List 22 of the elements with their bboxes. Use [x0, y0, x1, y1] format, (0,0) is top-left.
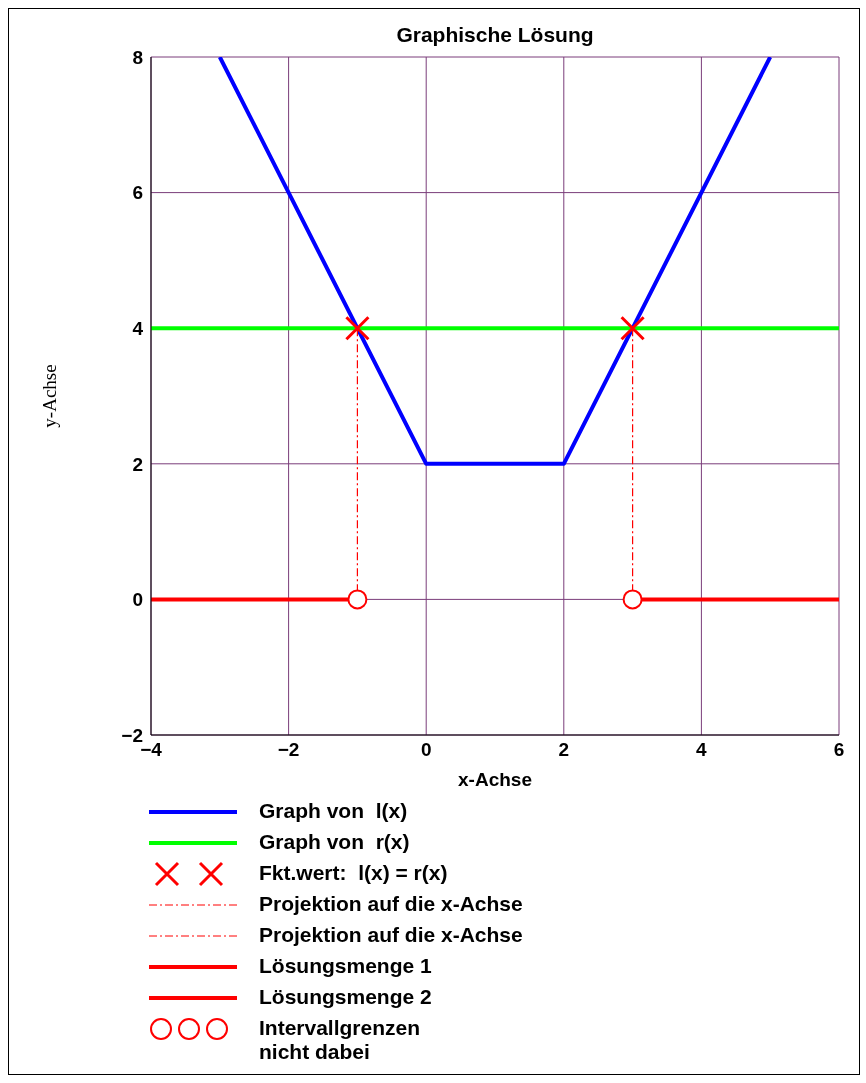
x-tick-label: 0	[420, 739, 432, 761]
x-tick-label: 4	[696, 739, 708, 761]
y-tick-label: 2	[132, 453, 143, 475]
legend-label: Projektion auf die x-Achse	[259, 923, 524, 947]
x-tick-label: 2	[558, 739, 570, 761]
y-tick-label: −2	[121, 724, 143, 746]
y-tick-label: 6	[132, 182, 143, 204]
legend-label: Projektion auf die x-Achse	[259, 892, 524, 916]
legend-label: Fkt.wert: l(x) = r(x)	[259, 861, 449, 885]
legend-label: Intervallgrenzen nicht dabei	[259, 1016, 422, 1064]
y-tick-label: 0	[132, 589, 143, 611]
x-axis-title: x-Achse	[457, 769, 533, 791]
y-axis-title: y-Achse	[38, 364, 60, 428]
x-tick-label: −2	[277, 739, 300, 761]
legend-label: Lösungsmenge 2	[259, 985, 433, 1009]
legend-label: Graph von l(x)	[259, 799, 409, 823]
y-tick-label: 8	[132, 46, 143, 68]
x-tick-label: 6	[833, 739, 845, 761]
chart-title: Graphische Lösung	[395, 23, 595, 47]
y-tick-label: 4	[132, 317, 144, 339]
legend-label: Lösungsmenge 1	[259, 954, 433, 978]
legend-label: Graph von r(x)	[259, 830, 411, 854]
